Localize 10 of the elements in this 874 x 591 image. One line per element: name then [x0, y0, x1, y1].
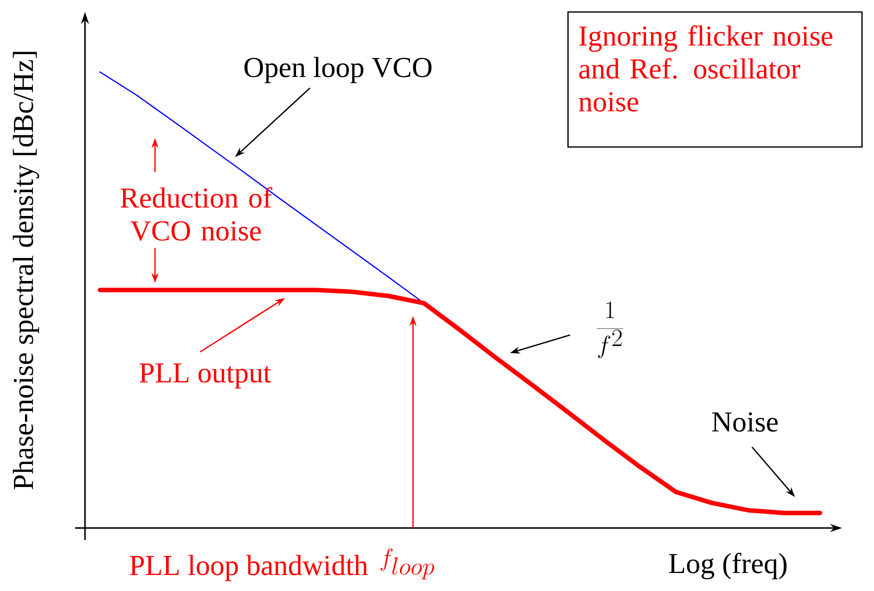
- annotation: Open loop VCO: [244, 56, 432, 84]
- annotation: Ignoring flicker noise and Ref. oscillator noise: [578, 25, 832, 112]
- x-axis-title: Log (freq): [669, 552, 786, 580]
- y-axis-title: Phase-noise spectral density [dBc/Hz]: [12, 52, 40, 490]
- annotation: Reduction of VCO noise: [120, 187, 272, 241]
- annotation: PLL output: [140, 363, 272, 389]
- text: $f_{loop}$: [380, 548, 434, 580]
- text: PLL loop bandwidth: [130, 554, 368, 582]
- annotation: Noise: [712, 412, 778, 432]
- annotation: $\frac{1}{f^{2}}$: [596, 302, 624, 358]
